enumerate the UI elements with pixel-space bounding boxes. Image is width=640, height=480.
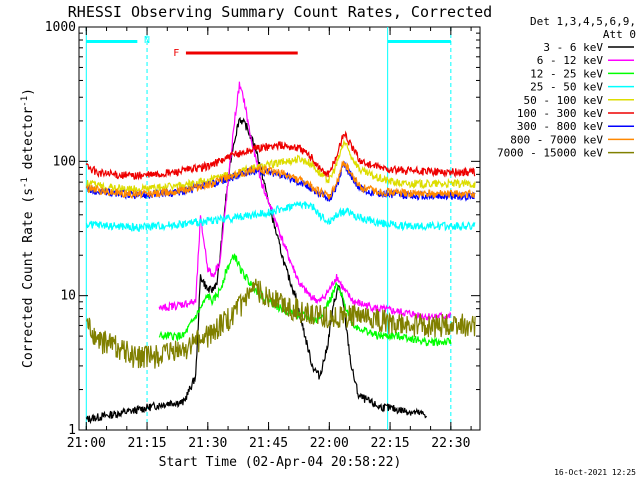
y-axis-label: Corrected Count Rate (s-1 detector-1) [20,88,36,368]
y-axis-label-mid: detector [21,107,36,178]
y-axis-label-end: ) [21,88,36,96]
series-7000-15000-kev [86,278,476,369]
x-axis-label: Start Time (02-Apr-04 20:58:22) [159,455,402,470]
legend-label-100-300-kev: 100 - 300 keV [517,107,603,120]
x-tick-label: 21:30 [188,436,227,451]
series-layer [85,81,476,425]
y-axis-label-sup1: -1 [20,177,30,188]
series-50-100-kev [85,139,476,195]
plot-frame [78,26,481,431]
markers-layer: NF [85,27,452,430]
legend-label-6-12-kev: 6 - 12 keV [537,54,604,67]
legend-label-300-800-kev: 300 - 800 keV [517,120,603,133]
x-axis: 21:00 21:15 21:30 21:45 22:00 22:15 22:30 [67,27,472,451]
y-tick-label: 1000 [45,20,76,35]
chart-title: RHESSI Observing Summary Count Rates, Co… [68,3,492,21]
series-3-6-kev [85,116,428,425]
y-tick-label: 10 [60,289,76,304]
legend-label-800-7000-kev: 800 - 7000 keV [510,133,603,146]
marker-label: N [144,35,150,46]
x-tick-label: 22:15 [371,436,410,451]
y-axis: 1 10 100 1000 [45,20,480,438]
plot-area: NF [78,26,481,431]
legend-header-detectors: Det 1,3,4,5,6,9, [530,15,636,28]
series-25-50-kev [85,201,476,232]
y-axis-label-main: Corrected Count Rate (s [21,188,36,368]
x-tick-label: 21:00 [67,436,106,451]
legend-label-25-50-kev: 25 - 50 keV [530,81,603,94]
y-tick-label: 1 [68,423,76,438]
series-100-300-kev [85,130,476,181]
legend-label-3-6-kev: 3 - 6 keV [543,41,603,54]
legend-label-12-25-kev: 12 - 25 keV [530,67,603,80]
y-axis-label-sup2: -1 [20,96,30,107]
x-tick-label: 21:45 [249,436,288,451]
x-tick-label: 22:00 [310,436,349,451]
legend-header-attenuator: Att 0 [603,28,636,41]
legend-label-7000-15000-kev: 7000 - 15000 keV [497,147,603,160]
footer-timestamp: 16-Oct-2021 12:25 [554,468,636,477]
x-tick-label: 21:15 [127,436,166,451]
x-tick-label: 22:30 [431,436,470,451]
y-tick-label: 100 [53,154,76,169]
marker-label: F [173,48,179,59]
legend-label-50-100-kev: 50 - 100 keV [524,94,604,107]
series-800-7000-kev [85,160,476,200]
